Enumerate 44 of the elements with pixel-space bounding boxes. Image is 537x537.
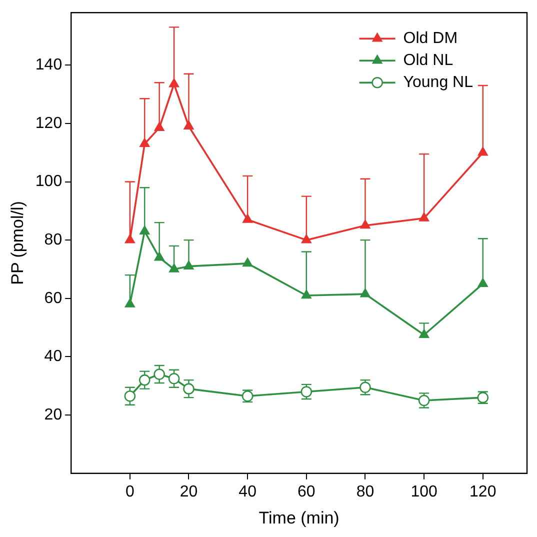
- point: [169, 264, 180, 272]
- x-tick-label: 60: [298, 483, 316, 500]
- y-axis-title: PP (pmol/l): [8, 201, 27, 285]
- point: [140, 226, 150, 234]
- y-tick-label: 140: [35, 56, 62, 74]
- point: [184, 120, 194, 130]
- point: [419, 212, 430, 222]
- y-tick-label: 20: [44, 406, 62, 424]
- point: [124, 390, 136, 402]
- x-axis-title: Time (min): [258, 508, 340, 528]
- point: [169, 78, 180, 88]
- point: [360, 288, 370, 298]
- point: [242, 214, 253, 223]
- x-tick-label: 120: [470, 483, 496, 500]
- point: [168, 372, 180, 384]
- y-tick-label: 100: [35, 173, 62, 190]
- y-tick-label: 60: [44, 290, 62, 307]
- point: [478, 278, 488, 287]
- x-tick-label: 100: [410, 483, 438, 500]
- point: [242, 258, 253, 267]
- point: [184, 260, 194, 270]
- y-tick-label: 80: [44, 231, 62, 248]
- legend-label: Young NL: [403, 74, 474, 92]
- point: [138, 374, 150, 386]
- point: [183, 383, 194, 394]
- x-tick-label: 80: [356, 483, 374, 500]
- point: [478, 146, 488, 156]
- y-tick-label: 120: [35, 114, 62, 132]
- point: [124, 234, 135, 244]
- x-tick-label: 0: [125, 483, 134, 500]
- point: [360, 220, 370, 229]
- point: [301, 234, 312, 244]
- point: [124, 298, 135, 308]
- legend-label: Old NL: [403, 52, 454, 70]
- legend-label: Old DM: [403, 30, 458, 48]
- x-tick-label: 20: [180, 483, 198, 500]
- point: [154, 252, 164, 261]
- point: [140, 138, 150, 147]
- point: [154, 122, 164, 131]
- point: [419, 329, 430, 338]
- x-tick-label: 40: [238, 483, 257, 500]
- y-tick-label: 40: [44, 348, 62, 366]
- point: [301, 290, 312, 299]
- point: [154, 368, 165, 380]
